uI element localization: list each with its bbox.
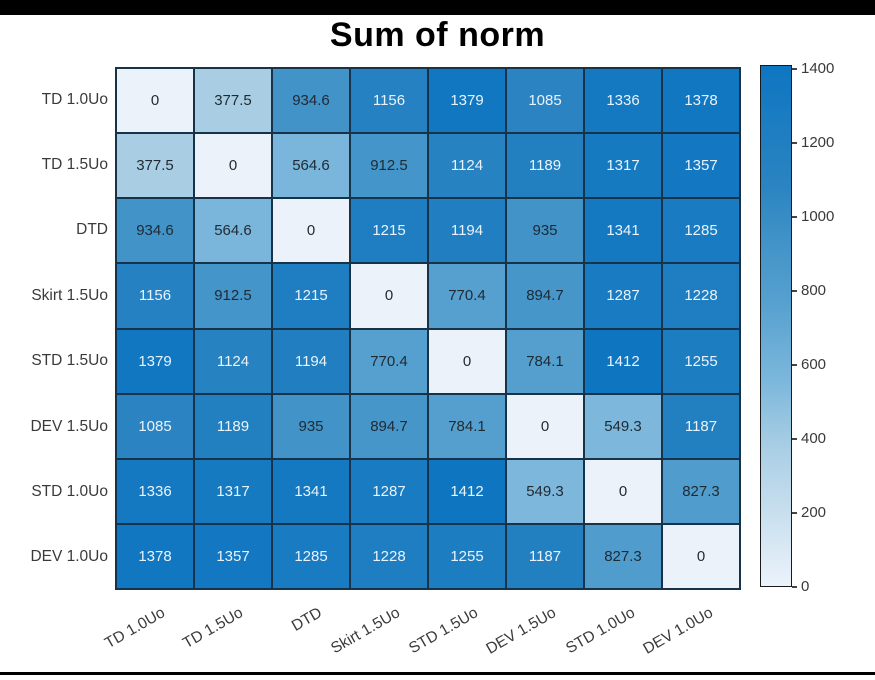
heatmap-cell: 1336: [585, 69, 661, 133]
y-tick-label: STD 1.5Uo: [31, 352, 108, 370]
heatmap-cell: 564.6: [273, 134, 349, 198]
heatmap-cell: 1357: [663, 134, 739, 198]
colorbar-tick-label: 1400: [801, 60, 835, 78]
heatmap-cell: 1228: [351, 524, 427, 588]
y-tick-label: TD 1.0Uo: [41, 90, 108, 108]
chart-title: Sum of norm: [329, 16, 546, 54]
heatmap-cell: 1378: [663, 69, 739, 133]
heatmap-cell: 564.6: [195, 199, 271, 263]
heatmap-cell: 1085: [117, 394, 193, 458]
heatmap-cell: 0: [429, 329, 505, 393]
heatmap-cell: 1215: [351, 199, 427, 263]
heatmap-cell: 0: [195, 134, 271, 198]
heatmap-cell: 912.5: [351, 134, 427, 198]
heatmap-cell: 1189: [195, 394, 271, 458]
heatmap-cell: 1379: [117, 329, 193, 393]
heatmap-cell: 1187: [663, 394, 739, 458]
heatmap-cell: 1124: [429, 134, 505, 198]
colorbar-tick-mark: [792, 364, 797, 367]
colorbar-tick-label: 400: [801, 430, 827, 448]
heatmap-cell: 894.7: [507, 264, 583, 328]
heatmap-cell: 1357: [195, 524, 271, 588]
heatmap-cell: 1156: [351, 69, 427, 133]
heatmap-cell: 912.5: [195, 264, 271, 328]
colorbar-tick-mark: [792, 216, 797, 219]
heatmap-cell: 1255: [663, 329, 739, 393]
heatmap-cell: 827.3: [663, 459, 739, 523]
colorbar-tick-mark: [792, 512, 797, 515]
heatmap-cell: 1412: [585, 329, 661, 393]
heatmap-cell: 1412: [429, 459, 505, 523]
heatmap-cell: 1156: [117, 264, 193, 328]
heatmap-cell: 0: [585, 459, 661, 523]
colorbar-tick-label: 1000: [801, 208, 835, 226]
heatmap-cell: 1317: [585, 134, 661, 198]
heatmap-cell: 1378: [117, 524, 193, 588]
heatmap-cell: 784.1: [429, 394, 505, 458]
heatmap-cell: 770.4: [351, 329, 427, 393]
heatmap-cell: 0: [273, 199, 349, 263]
colorbar-tick-label: 800: [801, 282, 827, 300]
heatmap-cell: 377.5: [195, 69, 271, 133]
heatmap-cell: 1285: [273, 524, 349, 588]
heatmap-cell: 1255: [429, 524, 505, 588]
heatmap-cell: 827.3: [585, 524, 661, 588]
heatmap-cell: 1189: [507, 134, 583, 198]
heatmap-cell: 1287: [351, 459, 427, 523]
heatmap-cell: 377.5: [117, 134, 193, 198]
y-tick-label: TD 1.5Uo: [41, 156, 108, 174]
colorbar-tick-label: 200: [801, 504, 827, 522]
heatmap-cell: 1285: [663, 199, 739, 263]
heatmap-grid: 0 377.5 934.6 1156 1379 1085 1336 1378 377.5 0 564…: [115, 67, 741, 590]
heatmap-cell: 1215: [273, 264, 349, 328]
colorbar-tick-mark: [792, 438, 797, 441]
y-tick-label: DTD: [76, 221, 108, 239]
heatmap-cell: 1341: [273, 459, 349, 523]
heatmap-cell: 784.1: [507, 329, 583, 393]
heatmap-cell: 1228: [663, 264, 739, 328]
heatmap-cell: 0: [507, 394, 583, 458]
heatmap-cell: 0: [351, 264, 427, 328]
heatmap-cell: 934.6: [117, 199, 193, 263]
heatmap-cell: 1336: [117, 459, 193, 523]
heatmap-cell: 549.3: [585, 394, 661, 458]
heatmap-cell: 1317: [195, 459, 271, 523]
y-tick-label: STD 1.0Uo: [31, 482, 108, 500]
heatmap-cell: 0: [663, 524, 739, 588]
colorbar: [760, 65, 792, 587]
bottom-letterbox-bar: [0, 672, 875, 675]
heatmap-cell: 934.6: [273, 69, 349, 133]
y-tick-label: DEV 1.5Uo: [30, 417, 108, 435]
heatmap-cell: 1379: [429, 69, 505, 133]
heatmap-cell: 1194: [429, 199, 505, 263]
heatmap-cell: 0: [117, 69, 193, 133]
heatmap-cell: 549.3: [507, 459, 583, 523]
heatmap-cell: 1124: [195, 329, 271, 393]
y-tick-label: DEV 1.0Uo: [30, 548, 108, 566]
heatmap-cell: 935: [273, 394, 349, 458]
heatmap-cell: 1187: [507, 524, 583, 588]
heatmap-cell: 1287: [585, 264, 661, 328]
top-letterbox-bar: [0, 0, 875, 15]
colorbar-tick-mark: [792, 290, 797, 293]
heatmap-cell: 894.7: [351, 394, 427, 458]
heatmap-cell: 770.4: [429, 264, 505, 328]
heatmap-cell: 1341: [585, 199, 661, 263]
heatmap-cell: 1085: [507, 69, 583, 133]
colorbar-tick-label: 600: [801, 356, 827, 374]
heatmap-cell: 1194: [273, 329, 349, 393]
colorbar-tick-label: 1200: [801, 134, 835, 152]
y-tick-label: Skirt 1.5Uo: [31, 286, 108, 304]
colorbar-tick-mark: [792, 142, 797, 145]
heatmap-cell: 935: [507, 199, 583, 263]
colorbar-tick-mark: [792, 586, 797, 588]
colorbar-tick-label: 0: [801, 578, 810, 595]
colorbar-tick-mark: [792, 68, 797, 71]
